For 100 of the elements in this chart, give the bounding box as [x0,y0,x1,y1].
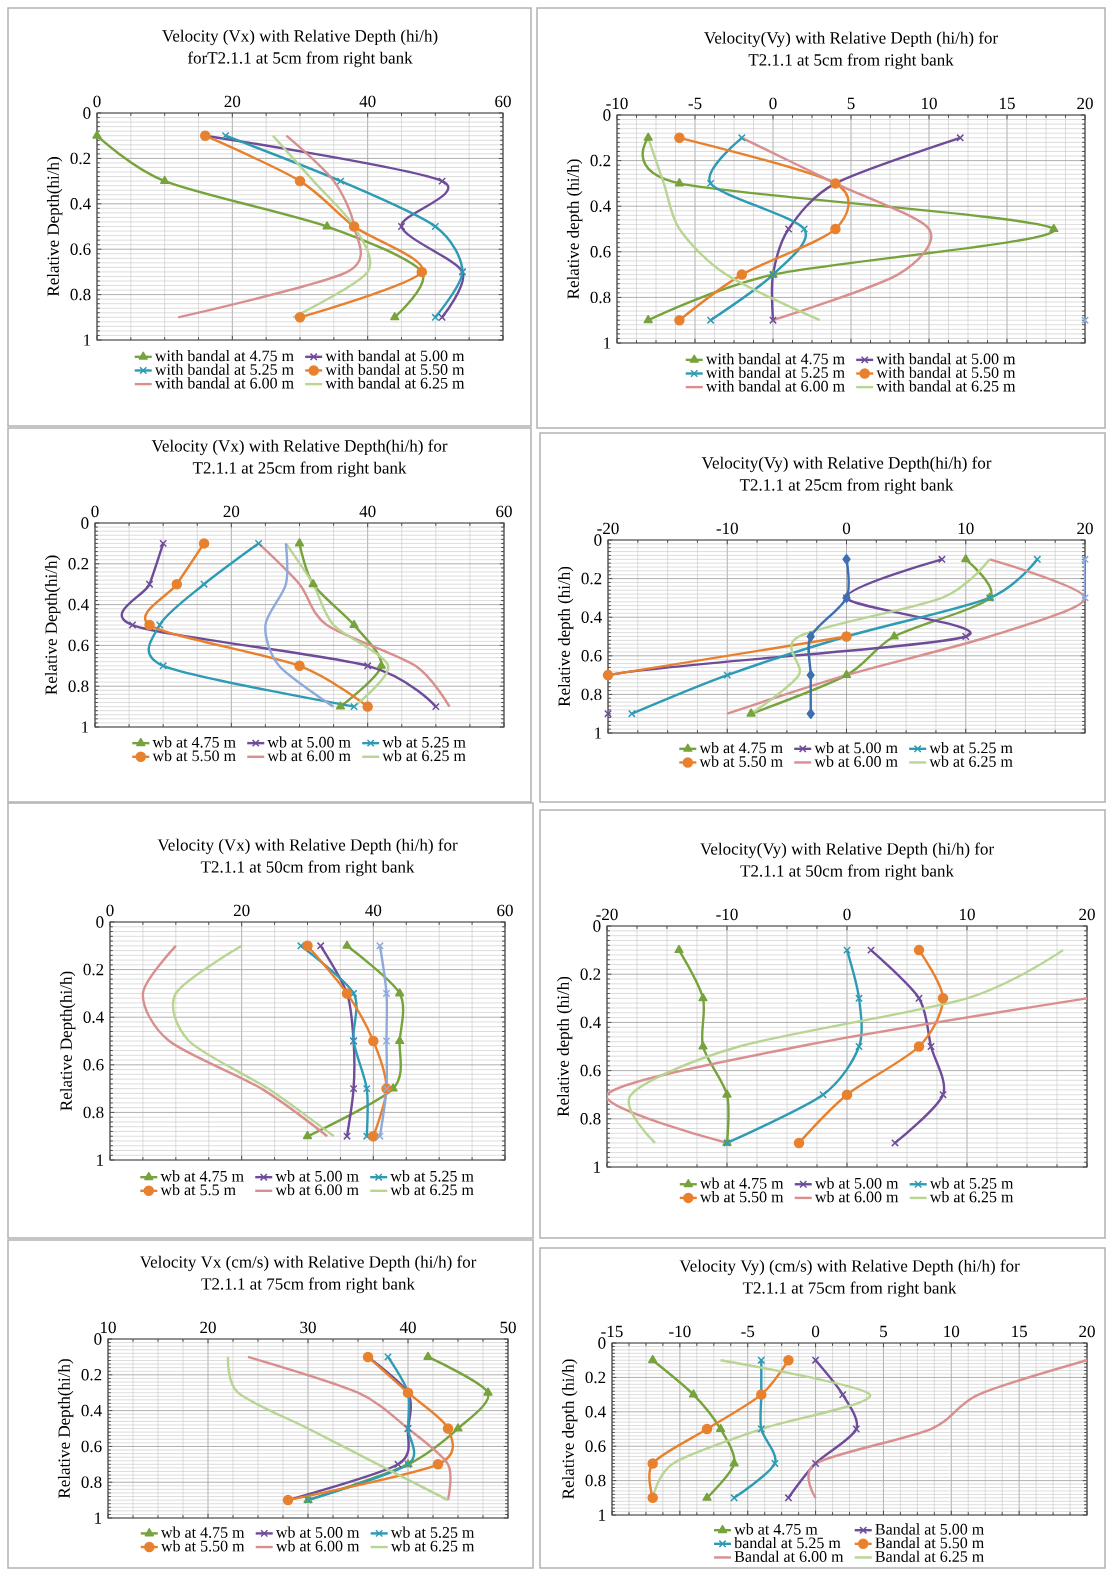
x-tick-label: -10 [716,522,738,535]
legend-label: wb at 5.50 m [152,749,236,762]
y-tick-label: 0.8 [70,288,91,301]
y-tick-label: 1 [84,334,91,346]
y-tick-label: 0.6 [83,1059,104,1071]
y-tick-label: 0.4 [585,1406,606,1418]
y-axis-title: Relative depth (hi/h) [566,159,583,299]
x-tick-label: -15 [601,1325,623,1338]
x-tick-label: 10 [101,1321,116,1334]
y-tick-label: 0.4 [68,598,89,611]
legend-label: with bandal at 6.25 m [876,380,1016,392]
y-axis-title: Relative depth (hi/h) [556,976,573,1117]
legend-label: wb at 6.25 m [929,755,1013,767]
y-axis-title: Relative depth (hi/h) [557,566,574,707]
y-tick-label: 0 [83,107,91,119]
y-tick-label: 0.8 [81,1476,102,1488]
legend-label: wb at 5.50 m [699,755,783,767]
y-tick-label: 0.4 [70,198,91,210]
legend-label: with bandal at 5.25 m [154,363,294,375]
legend-label: wb at 4.75 m [700,1177,784,1189]
x-tick-label: 30 [300,1321,316,1334]
legend-label: wb at 4.75 m [160,1170,244,1182]
x-tick-label: 15 [1012,1325,1027,1338]
y-tick-label: 0.2 [581,572,602,585]
legend-label: wb at 6.25 m [390,1183,474,1196]
x-tick-label: -20 [597,522,619,535]
legend-label: Bandal at 5.00 m [875,1523,984,1535]
x-tick-label: 10 [922,97,937,110]
chart-title: Velocity (Vx) with Relative Depth(hi/h) for [151,439,448,456]
legend-label: wb at 4.75 m [152,736,236,748]
legend-label: wb at 5.25 m [390,1170,474,1182]
y-tick-label: 1 [95,1512,102,1524]
y-tick-label: 0.4 [581,611,602,623]
legend-label: wb at 4.75 m [699,741,783,754]
x-tick-label: -5 [741,1325,755,1338]
y-tick-label: 0.6 [68,639,89,652]
x-tick-label: 20 [224,95,241,108]
legend-label: wb at 5.00 m [275,1526,360,1538]
y-tick-label: 0.2 [580,968,601,980]
legend-label: wb at 6.00 m [814,1191,899,1203]
x-tick-label: 10 [944,1325,960,1338]
legend-label: with bandal at 5.00 m [876,353,1016,365]
y-tick-label: 0 [593,920,601,932]
x-tick-label: 0 [842,522,851,535]
y-tick-label: 0.2 [590,154,611,167]
legend-label: with bandal at 4.75 m [154,350,294,362]
chart-subtitle: T2.1.1 at 5cm from right bank [748,53,954,70]
y-tick-label: 0.4 [590,200,611,212]
y-tick-label: 0.8 [581,688,602,701]
x-tick-label: 40 [359,505,376,518]
legend-label: wb at 4.75 m [161,1526,245,1538]
x-tick-label: 40 [365,904,382,917]
y-tick-label: 0.6 [580,1064,601,1077]
x-tick-label: -20 [596,908,618,921]
legend-label: wb at 5.00 m [275,1170,359,1182]
x-tick-label: 50 [500,1321,516,1334]
legend-label: with bandal at 5.25 m [705,366,845,379]
y-axis-title: Relative Depth(hi/h) [44,555,61,695]
y-tick-label: 0.8 [83,1106,104,1119]
chart-title: Velocity Vy) (cm/s) with Relative Depth (hi/h) for [679,1259,1020,1276]
x-tick-label: 20 [1077,522,1093,535]
legend-label: wb at 4.75 m [734,1523,818,1535]
y-tick-label: 1 [594,1161,601,1173]
chart-subtitle: T2.1.1 at 50cm from right bank [200,860,415,877]
y-tick-label: 0 [603,109,611,121]
y-tick-label: 0.6 [81,1440,102,1453]
y-axis-title: Relative depth (hi/h) [561,1359,578,1499]
legend-label: wb at 6.00 m [275,1540,360,1552]
y-tick-label: 0.6 [70,243,91,255]
x-tick-label: 60 [497,904,513,917]
chart-title: Velocity(Vy) with Relative Depth(hi/h) for [701,456,992,473]
legend-label: wb at 5.25 m [929,1177,1014,1189]
y-tick-label: 0.2 [585,1371,606,1384]
y-tick-label: 0.2 [68,558,89,570]
y-tick-label: 0.2 [83,963,104,976]
legend-label: with bandal at 6.00 m [154,377,294,389]
legend-label: wb at 5.25 m [929,741,1013,754]
legend-label: wb at 5.25 m [382,736,466,748]
y-tick-label: 0.6 [585,1440,606,1452]
y-tick-label: 0.4 [580,1016,601,1029]
legend-label: bandal at 5.25 m [734,1537,841,1549]
x-tick-label: 20 [223,505,240,518]
legend-label: wb at 6.25 m [929,1191,1014,1203]
y-tick-label: 0.6 [581,650,602,662]
legend-label: with bandal at 5.50 m [325,363,465,375]
y-tick-label: 0.8 [68,680,89,692]
chart-title: Velocity Vx (cm/s) with Relative Depth (hi/h) for [139,1255,477,1272]
x-tick-label: 0 [843,908,851,921]
chart-subtitle: T2.1.1 at 75cm from right bank [201,1277,415,1294]
x-tick-label: 5 [880,1325,888,1338]
legend-label: Bandal at 6.00 m [734,1550,844,1562]
x-tick-label: 10 [960,908,975,921]
x-tick-label: 20 [1079,1325,1095,1338]
x-tick-label: 20 [200,1321,216,1334]
legend-label: wb at 5.50 m [700,1191,784,1203]
y-tick-label: 0.2 [70,152,91,165]
x-tick-label: 20 [233,904,250,917]
y-tick-label: 1 [97,1154,104,1166]
legend-label: Bandal at 6.25 m [875,1550,984,1562]
y-axis-title: Relative Depth(hi/h) [57,1359,74,1499]
